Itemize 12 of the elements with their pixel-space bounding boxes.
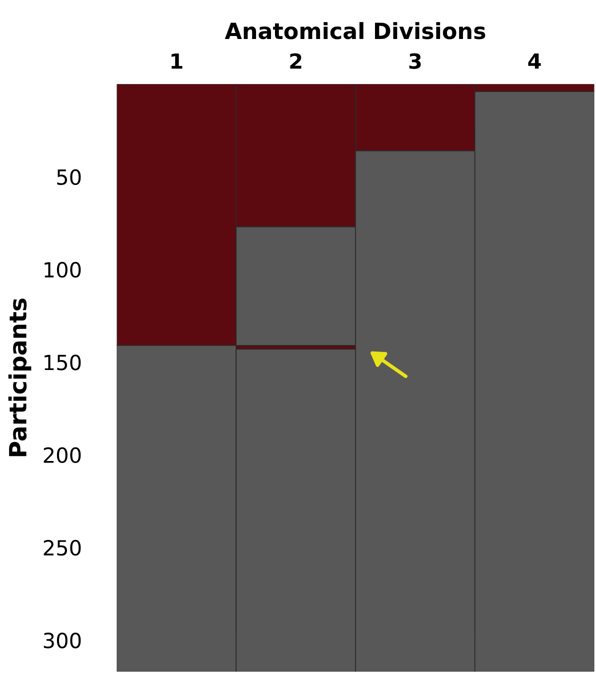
x-tick-label: 4: [528, 53, 541, 69]
y-tick-label: 250: [44, 540, 81, 556]
y-tick-label: 200: [44, 447, 81, 464]
y-tick-label: 100: [44, 262, 81, 278]
y-tick-label: 300: [44, 632, 81, 648]
y-tick-label: 150: [44, 354, 81, 370]
x-tick-label: 1: [172, 53, 182, 69]
x-tick-label: 2: [290, 53, 302, 69]
y-tick-label: 50: [57, 169, 81, 186]
x-axis-title: Anatomical Divisions: [224, 22, 486, 40]
y-axis-title: Participants: [8, 298, 32, 456]
x-tick-label: 3: [409, 53, 421, 69]
